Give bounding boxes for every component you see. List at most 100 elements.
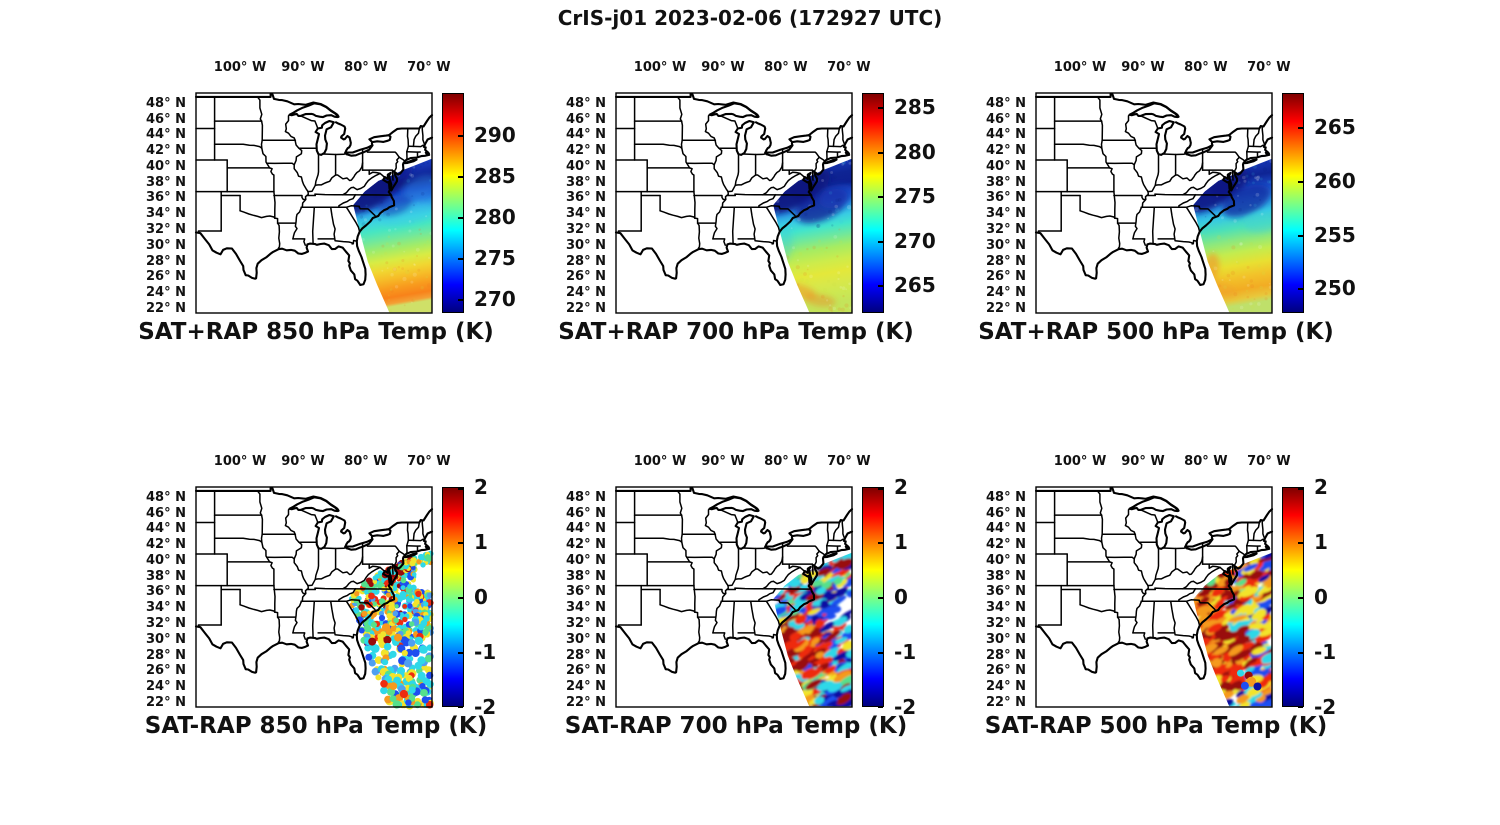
coast-border-line xyxy=(345,134,392,157)
colorbar-tick-label: 2 xyxy=(894,475,908,499)
lat-tick-label: 36° N xyxy=(566,584,606,600)
state-border-line xyxy=(1192,566,1221,585)
state-border-line xyxy=(1108,167,1115,193)
lat-tick-label: 32° N xyxy=(146,615,186,631)
colorbar-tick-label: 2 xyxy=(1314,475,1328,499)
state-border-line xyxy=(1147,162,1204,193)
coast-border-line xyxy=(1242,158,1258,165)
state-border-line xyxy=(818,156,825,162)
colorbar-tick xyxy=(458,175,463,178)
state-border-line xyxy=(762,186,775,196)
lon-tick-label: 70° W xyxy=(827,60,871,75)
lon-tick-label: 80° W xyxy=(344,454,388,469)
state-border-line xyxy=(322,153,345,156)
state-border-line xyxy=(827,538,844,542)
map-frame xyxy=(1035,486,1273,708)
state-border-line xyxy=(239,210,276,219)
colorbar xyxy=(1282,487,1304,708)
state-border-line xyxy=(1124,113,1143,166)
state-border-line xyxy=(727,556,784,587)
coast-border-line xyxy=(334,515,352,550)
colorbar-tick xyxy=(1298,597,1303,599)
panel-title: SAT-RAP 500 hPa Temp (K) xyxy=(984,713,1328,739)
state-border-line xyxy=(712,190,730,240)
state-border-line xyxy=(811,563,814,575)
state-border-line xyxy=(213,143,263,149)
state-border-line xyxy=(1146,587,1184,591)
colorbar-tick-label: 1 xyxy=(894,530,908,554)
state-border-line xyxy=(680,533,683,543)
state-border-line xyxy=(1157,632,1198,639)
state-border-line xyxy=(704,113,723,166)
panel-title: SAT-RAP 850 hPa Temp (K) xyxy=(144,713,488,739)
coast-border-line xyxy=(1034,486,1180,512)
state-border-line xyxy=(293,164,309,193)
state-border-line xyxy=(788,563,806,573)
colorbar-tick-label: -1 xyxy=(1314,640,1337,664)
state-border-line xyxy=(274,611,281,644)
state-border-line xyxy=(1101,147,1111,169)
coast-border-line xyxy=(1034,530,1274,681)
coast-border-line xyxy=(765,528,812,551)
state-border-line xyxy=(1261,125,1266,145)
colorbar-tick-label: 290 xyxy=(474,122,516,147)
lat-tick-label: 28° N xyxy=(146,647,186,663)
state-borders xyxy=(1034,486,1274,681)
state-border-line xyxy=(1133,558,1149,587)
colorbar-tick-label: 275 xyxy=(894,184,936,209)
coast-border-line xyxy=(807,114,854,137)
state-border-line xyxy=(412,521,421,542)
lat-tick-label: 22° N xyxy=(986,300,1026,316)
coast-border-line xyxy=(1034,92,1180,118)
coast-border-line xyxy=(754,515,772,550)
state-border-line xyxy=(617,624,642,628)
state-border-line xyxy=(352,172,381,191)
lat-tick-label: 30° N xyxy=(146,631,186,647)
state-border-line xyxy=(680,139,683,149)
panel-sat-minus-rap-850: SAT-RAP 850 hPa Temp (K) 100° W 90° W 80° … xyxy=(0,434,496,779)
state-border-line xyxy=(398,156,405,162)
lat-tick-label: 28° N xyxy=(146,253,186,269)
state-border-line xyxy=(329,600,336,634)
state-border-line xyxy=(1037,624,1062,628)
state-border-line xyxy=(786,543,821,552)
state-border-line xyxy=(1154,153,1160,187)
state-border-line xyxy=(712,238,727,246)
map-frame xyxy=(195,92,433,314)
lat-tick-label: 36° N xyxy=(986,190,1026,206)
state-border-line xyxy=(1234,156,1241,171)
panel-sat-minus-rap-500: SAT-RAP 500 hPa Temp (K) 100° W 90° W 80° … xyxy=(840,434,1336,779)
lon-tick-label: 80° W xyxy=(1184,60,1228,75)
lat-tick-label: 42° N xyxy=(146,143,186,159)
lat-tick-label: 38° N xyxy=(566,174,606,190)
state-border-line xyxy=(1113,588,1147,595)
lat-tick-label: 40° N xyxy=(146,552,186,568)
lat-tick-label: 28° N xyxy=(566,253,606,269)
state-border-line xyxy=(268,561,275,587)
coast-border-line xyxy=(807,508,854,531)
state-border-line xyxy=(704,507,723,560)
state-border-line xyxy=(366,543,401,552)
state-border-line xyxy=(841,125,846,145)
lat-tick-label: 46° N xyxy=(566,505,606,521)
lat-tick-label: 40° N xyxy=(566,158,606,174)
state-border-line xyxy=(307,556,364,587)
coast-border-line xyxy=(288,496,340,513)
lat-tick-label: 34° N xyxy=(566,600,606,616)
state-border-line xyxy=(765,205,796,217)
map-frame xyxy=(615,486,853,708)
state-border-line xyxy=(1146,193,1184,197)
lat-tick-label: 26° N xyxy=(566,269,606,285)
state-border-line xyxy=(749,206,756,240)
state-border-line xyxy=(256,490,264,536)
lat-tick-label: 24° N xyxy=(566,285,606,301)
state-border-line xyxy=(394,550,401,565)
state-border-line xyxy=(832,127,841,148)
colorbar-tick xyxy=(1298,488,1303,490)
state-border-line xyxy=(273,584,276,613)
state-border-line xyxy=(1140,115,1159,130)
state-border-line xyxy=(345,600,361,626)
state-border-line xyxy=(765,206,781,232)
coast-border-line xyxy=(1154,513,1175,550)
state-border-line xyxy=(693,190,696,219)
